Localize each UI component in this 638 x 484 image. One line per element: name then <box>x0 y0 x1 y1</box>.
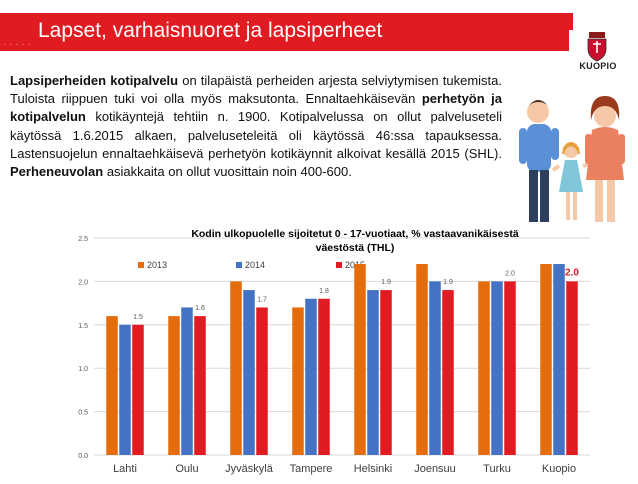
bar-2014 <box>305 298 317 455</box>
bar-2015 <box>380 290 392 455</box>
bar-2014 <box>553 264 565 455</box>
page-title: Lapset, varhaisnuoret ja lapsiperheet <box>38 19 383 42</box>
y-tick-label: 2.5 <box>78 236 88 243</box>
bar-2014 <box>429 281 441 455</box>
kuopio-logo <box>569 30 625 80</box>
placement-chart: 0.0 0.5 1.0 1.5 2.0 2.5 Kodin ulkopuolelle sij… <box>60 222 601 479</box>
y-tick-label: 1.0 <box>78 366 88 373</box>
data-label: 2.0 <box>505 270 515 277</box>
x-tick-label: Helsinki <box>354 463 393 475</box>
bar-2014 <box>367 290 379 455</box>
legend-swatch <box>336 262 342 268</box>
title-banner <box>0 13 573 51</box>
y-tick-label: 0.0 <box>78 453 88 460</box>
bar-2013 <box>230 281 242 455</box>
x-tick-label: Jyväskylä <box>225 463 274 475</box>
bar-2013 <box>168 316 180 455</box>
banner-shadow-text: · · · · · <box>3 39 31 50</box>
body-text-run: kotikäyntejä tehtiin n. 1900. Kotipalvel… <box>10 109 502 161</box>
data-label: 1.9 <box>381 279 391 286</box>
chart-title: väestöstä (THL) <box>316 242 395 254</box>
body-text-run: asiakkaita on ollut vuosittain noin 400-… <box>103 164 352 180</box>
bar-2014 <box>119 324 131 455</box>
body-bold-term: perhetyön ja kotipalvelun <box>10 91 502 125</box>
legend-swatch <box>236 262 242 268</box>
bar-2015 <box>318 298 330 455</box>
legend-swatch <box>138 262 144 268</box>
x-tick-label: Joensuu <box>414 463 456 475</box>
father-head <box>527 101 549 123</box>
bar-2013 <box>354 264 366 455</box>
bar-chart: 0.0 0.5 1.0 1.5 2.0 2.5 Kodin ulkopuolelle sij… <box>78 228 590 475</box>
data-label-highlight: 2.0 <box>565 267 579 278</box>
data-label: 1.5 <box>133 314 143 321</box>
data-label: 1.9 <box>443 279 453 286</box>
father-shirt <box>527 124 551 172</box>
legend-label: 2013 <box>147 260 167 270</box>
x-tick-label: Tampere <box>290 463 333 475</box>
bar-2013 <box>292 307 304 455</box>
bar-2015 <box>504 281 516 455</box>
bar-2013 <box>478 281 490 455</box>
x-tick-label: Lahti <box>113 463 137 475</box>
body-bold-term: Perheneuvolan <box>10 164 104 180</box>
x-tick-label: Kuopio <box>542 463 576 475</box>
x-tick-label: Turku <box>483 463 511 475</box>
bar-2015 <box>442 290 454 455</box>
bar-2014 <box>491 281 503 455</box>
bar-2013 <box>540 264 552 455</box>
y-tick-label: 1.5 <box>78 323 88 330</box>
data-label: 1.6 <box>195 305 205 312</box>
chart-title: Kodin ulkopuolelle sijoitetut 0 - 17-vuo… <box>191 228 519 240</box>
logo-wordmark: KUOPIO <box>579 61 617 71</box>
bar-2015 <box>194 316 206 455</box>
bar-2015 <box>256 307 268 455</box>
bar-2013 <box>106 316 118 455</box>
family-illustration <box>519 96 625 222</box>
x-tick-label: Oulu <box>175 463 198 475</box>
bar-2015 <box>132 324 144 455</box>
y-tick-label: 0.5 <box>78 410 88 417</box>
bar-2013 <box>416 264 428 455</box>
y-tick-label: 2.0 <box>78 279 88 286</box>
legend-label: 2014 <box>245 260 265 270</box>
body-paragraph: Lapsiperheiden kotipalvelu on tilapäistä… <box>10 72 502 181</box>
body-text-run: on tilapäistä perheiden arjesta selviyty… <box>10 73 502 107</box>
bar-2014 <box>243 290 255 455</box>
bar-2015 <box>566 281 578 455</box>
body-bold-term: Lapsiperheiden kotipalvelu <box>10 73 179 88</box>
bar-2014 <box>181 307 193 455</box>
data-label: 1.8 <box>319 288 329 295</box>
data-label: 1.7 <box>257 296 267 303</box>
